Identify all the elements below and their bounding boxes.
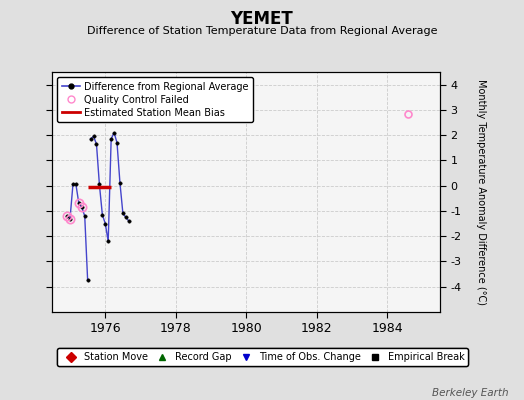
Legend: Station Move, Record Gap, Time of Obs. Change, Empirical Break: Station Move, Record Gap, Time of Obs. C… <box>57 348 468 366</box>
Text: Berkeley Earth: Berkeley Earth <box>432 388 508 398</box>
Text: YEMET: YEMET <box>231 10 293 28</box>
Y-axis label: Monthly Temperature Anomaly Difference (°C): Monthly Temperature Anomaly Difference (… <box>476 79 486 305</box>
Text: Difference of Station Temperature Data from Regional Average: Difference of Station Temperature Data f… <box>87 26 437 36</box>
